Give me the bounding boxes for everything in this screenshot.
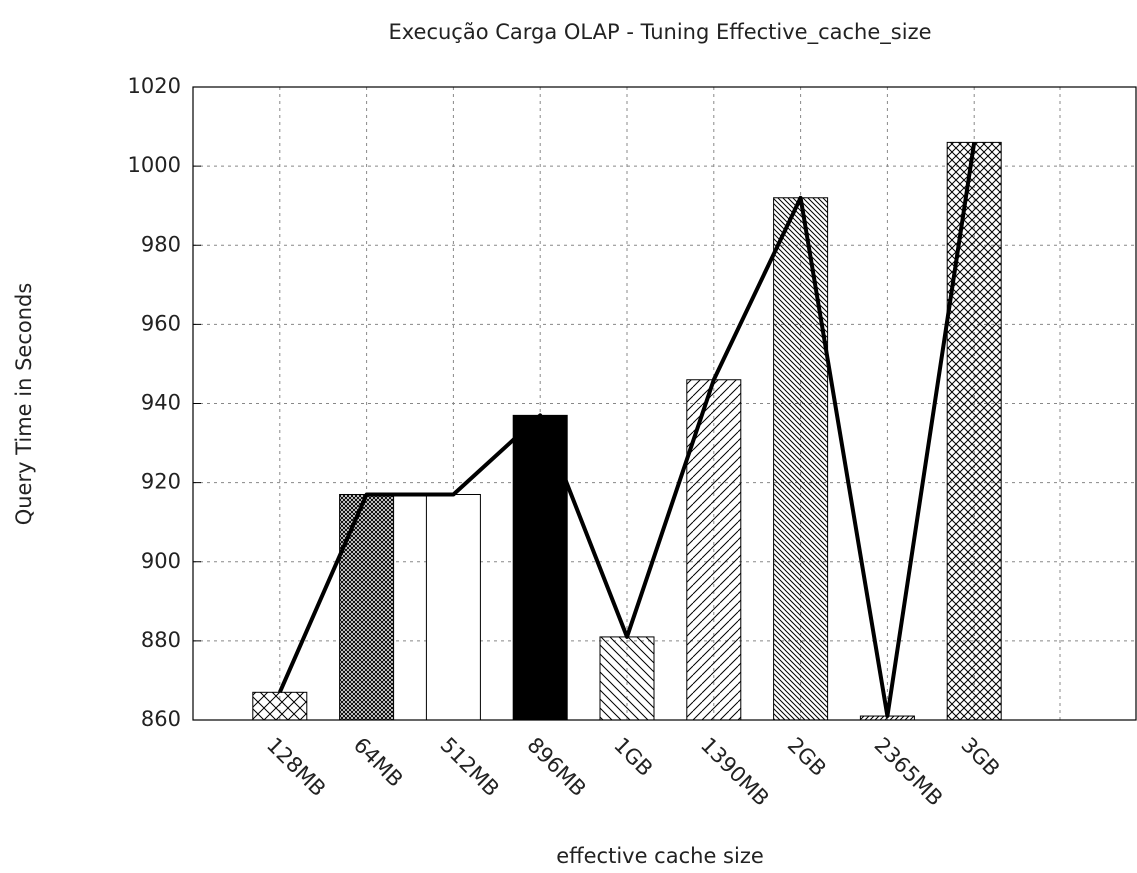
y-tick-label: 920 — [141, 470, 181, 494]
x-tick-label: 128MB — [262, 733, 330, 801]
y-tick-label: 1000 — [128, 153, 181, 177]
plot-frame — [192, 86, 1137, 721]
y-tick-label: 960 — [141, 311, 181, 335]
y-tick-label: 900 — [141, 549, 181, 573]
chart-title: Execução Carga OLAP - Tuning Effective_c… — [388, 20, 931, 45]
x-tick-label: 2GB — [783, 733, 831, 781]
bar — [252, 691, 308, 721]
x-tick-label: 1GB — [609, 733, 657, 781]
x-tick-label: 3GB — [956, 733, 1004, 781]
bar — [946, 141, 1002, 721]
y-tick-label: 940 — [141, 391, 181, 415]
bar — [773, 197, 829, 721]
y-axis-label: Query Time in Seconds — [12, 283, 36, 526]
y-tick-label: 860 — [141, 707, 181, 731]
x-tick-label: 512MB — [436, 733, 504, 801]
x-tick-label: 64MB — [349, 733, 408, 792]
x-tick-label: 896MB — [522, 733, 590, 801]
trend-line — [277, 142, 977, 719]
bar — [425, 493, 481, 721]
x-axis-label: effective cache size — [556, 844, 764, 868]
y-tick-label: 1020 — [128, 74, 181, 98]
y-tick-label: 980 — [141, 232, 181, 256]
bar — [599, 636, 655, 721]
x-tick-label: 1390MB — [696, 733, 774, 811]
bar — [339, 493, 395, 721]
y-tick-label: 880 — [141, 628, 181, 652]
x-tick-label: 2365MB — [870, 733, 948, 811]
